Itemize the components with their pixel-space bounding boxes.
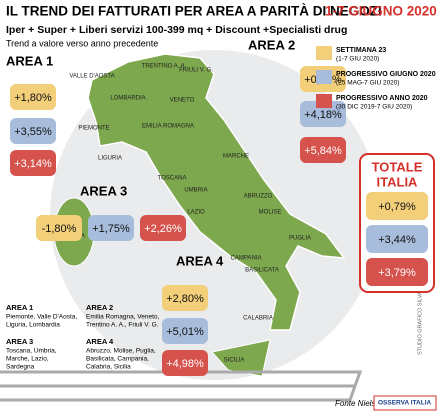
footnote-regions: Emilia Romagna, Veneto, xyxy=(86,314,160,321)
brand-box xyxy=(373,395,437,411)
footnote-regions: Trentino A. A., Friuli V. G. xyxy=(86,322,159,329)
region-label: PIEMONTE xyxy=(78,126,109,132)
footnote-regions: Toscana, Umbria, xyxy=(6,348,57,355)
area-label: AREA 1 xyxy=(6,53,53,68)
value-box xyxy=(366,225,428,253)
region-label: LAZIO xyxy=(187,210,205,216)
area-label: AREA 2 xyxy=(248,37,295,52)
footnote-regions: Marche, Lazio, xyxy=(6,356,49,363)
total-frame xyxy=(359,153,435,293)
legend-swatch xyxy=(316,46,332,60)
source: Fonte Nielsen xyxy=(335,399,385,408)
value-label: +3,44% xyxy=(378,234,416,246)
footnote-regions: Liguria, Lombardia xyxy=(6,322,60,329)
total-title: ITALIA xyxy=(377,174,419,189)
region-label: PUGLIA xyxy=(289,236,311,242)
legend-period: (1-7 GIU 2020) xyxy=(336,56,379,63)
value-label: +5,01% xyxy=(166,326,204,338)
value-box xyxy=(10,118,56,144)
map-italy xyxy=(87,53,346,331)
legend-label: SETTIMANA 23 xyxy=(336,47,386,54)
map-sicily xyxy=(211,339,271,377)
footnote-area: AREA 1 xyxy=(6,303,33,312)
total-title: TOTALE xyxy=(372,159,423,174)
region-label: EMILIA ROMAGNA xyxy=(142,124,194,130)
value-label: +1,75% xyxy=(92,223,130,235)
note: Trend a valore verso anno precedente xyxy=(6,38,158,48)
legend-label: PROGRESSIVO ANNO 2020 xyxy=(336,95,428,102)
value-box xyxy=(140,215,186,241)
value-box xyxy=(36,215,82,241)
region-label: VENETO xyxy=(170,98,195,104)
footnote-regions: Calabria, Sicilia xyxy=(86,364,131,371)
legend-label: PROGRESSIVO GIUGNO 2020 xyxy=(336,71,436,78)
region-label: MOLISE xyxy=(259,210,282,216)
title-date: 1-7 GIUGNO 2020 xyxy=(325,4,437,19)
value-box xyxy=(366,258,428,286)
brand: OSSERVA ITALIA xyxy=(378,400,432,407)
region-label: CALABRIA xyxy=(243,316,273,322)
value-label: +3,55% xyxy=(14,126,52,138)
area-label: AREA 3 xyxy=(80,183,127,198)
value-box xyxy=(162,318,208,344)
region-label: MARCHE xyxy=(223,154,249,160)
region-label: VALLE D'AOSTA xyxy=(69,74,114,80)
legend-period: (25 MAG-7 GIU 2020) xyxy=(336,80,400,87)
footnote-area: AREA 2 xyxy=(86,303,113,312)
value-label: +0,79% xyxy=(378,201,416,213)
value-box xyxy=(162,285,208,311)
region-label: LIGURIA xyxy=(98,156,122,162)
value-box xyxy=(162,350,208,376)
legend-period: (30 DIC 2019-7 GIU 2020) xyxy=(336,104,412,111)
value-label: +5,84% xyxy=(304,145,342,157)
footnote-regions: Sardegna xyxy=(6,364,35,371)
region-label: UMBRIA xyxy=(184,188,207,194)
region-label: TRENTINO A. A. xyxy=(142,64,187,70)
value-label: +1,80% xyxy=(14,92,52,104)
value-box xyxy=(300,101,346,127)
footnote-area: AREA 4 xyxy=(86,337,114,346)
footnote-regions: Piemonte, Valle D'Aosta, xyxy=(6,314,77,321)
region-label: BASILICATA xyxy=(245,268,279,274)
region-label: CAMPANIA xyxy=(231,256,262,262)
value-box xyxy=(10,150,56,176)
title: IL TREND DEI FATTURATI PER AREA A PARITÀ… xyxy=(6,4,382,19)
value-label: +2,80% xyxy=(166,293,204,305)
region-label: LOMBARDIA xyxy=(110,96,145,102)
credit: STUDIO GRAFICO SILVANO DI MEO xyxy=(417,261,423,355)
region-label: TOSCANA xyxy=(158,176,187,182)
area-label: AREA 4 xyxy=(176,253,224,268)
footnote-area: AREA 3 xyxy=(6,337,33,346)
value-box xyxy=(366,192,428,220)
region-label: SICILIA xyxy=(224,358,245,364)
value-box xyxy=(300,137,346,163)
value-box xyxy=(10,84,56,110)
value-box xyxy=(88,215,134,241)
footnote-regions: Basilicata, Campania, xyxy=(86,356,149,363)
footnote-regions: Abruzzo, Molise, Puglia, xyxy=(86,348,156,355)
value-label: +2,26% xyxy=(144,223,182,235)
value-label: -1,80% xyxy=(42,223,77,235)
region-label: FRIULI V. G. xyxy=(179,68,213,74)
value-label: +3,14% xyxy=(14,158,52,170)
legend-swatch xyxy=(316,94,332,108)
value-label: +4,98% xyxy=(166,358,204,370)
value-label: +3,79% xyxy=(378,267,416,279)
subtitle: Iper + Super + Liberi servizi 100-399 mq… xyxy=(6,24,347,36)
legend-swatch xyxy=(316,70,332,84)
value-label: +4,18% xyxy=(304,109,342,121)
region-label: ABRUZZO xyxy=(244,194,273,200)
